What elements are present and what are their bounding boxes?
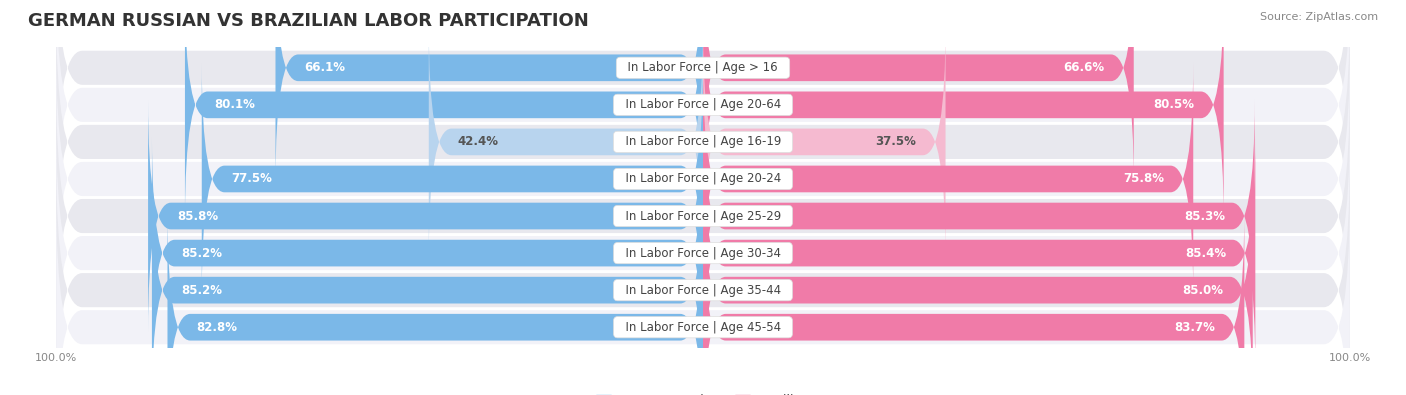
FancyBboxPatch shape — [56, 0, 1350, 199]
FancyBboxPatch shape — [56, 48, 1350, 310]
Text: 82.8%: 82.8% — [197, 321, 238, 334]
FancyBboxPatch shape — [56, 196, 1350, 395]
Text: 80.1%: 80.1% — [214, 98, 254, 111]
Text: 85.0%: 85.0% — [1182, 284, 1223, 297]
FancyBboxPatch shape — [703, 62, 1194, 295]
FancyBboxPatch shape — [56, 11, 1350, 273]
FancyBboxPatch shape — [186, 0, 703, 221]
Text: 85.2%: 85.2% — [181, 284, 222, 297]
FancyBboxPatch shape — [56, 85, 1350, 347]
Text: In Labor Force | Age 35-44: In Labor Force | Age 35-44 — [617, 284, 789, 297]
Text: In Labor Force | Age 25-29: In Labor Force | Age 25-29 — [617, 209, 789, 222]
FancyBboxPatch shape — [703, 211, 1244, 395]
Legend: German Russian, Brazilian: German Russian, Brazilian — [596, 394, 810, 395]
FancyBboxPatch shape — [56, 122, 1350, 384]
FancyBboxPatch shape — [276, 0, 703, 184]
Text: 77.5%: 77.5% — [231, 173, 271, 186]
FancyBboxPatch shape — [429, 26, 703, 258]
Text: In Labor Force | Age 45-54: In Labor Force | Age 45-54 — [617, 321, 789, 334]
Text: In Labor Force | Age 30-34: In Labor Force | Age 30-34 — [617, 246, 789, 260]
FancyBboxPatch shape — [703, 26, 945, 258]
FancyBboxPatch shape — [148, 100, 703, 333]
FancyBboxPatch shape — [703, 0, 1223, 221]
Text: 80.5%: 80.5% — [1153, 98, 1195, 111]
FancyBboxPatch shape — [703, 0, 1133, 184]
Text: 42.4%: 42.4% — [458, 135, 499, 149]
FancyBboxPatch shape — [56, 0, 1350, 236]
FancyBboxPatch shape — [703, 137, 1256, 369]
Text: 75.8%: 75.8% — [1123, 173, 1164, 186]
FancyBboxPatch shape — [703, 100, 1254, 333]
FancyBboxPatch shape — [152, 137, 703, 369]
Text: 85.3%: 85.3% — [1185, 209, 1226, 222]
FancyBboxPatch shape — [152, 174, 703, 395]
FancyBboxPatch shape — [703, 174, 1253, 395]
Text: 85.8%: 85.8% — [177, 209, 218, 222]
Text: In Labor Force | Age 20-64: In Labor Force | Age 20-64 — [617, 98, 789, 111]
FancyBboxPatch shape — [202, 62, 703, 295]
Text: 66.6%: 66.6% — [1063, 61, 1105, 74]
Text: In Labor Force | Age > 16: In Labor Force | Age > 16 — [620, 61, 786, 74]
FancyBboxPatch shape — [56, 159, 1350, 395]
Text: 85.4%: 85.4% — [1185, 246, 1226, 260]
Text: 37.5%: 37.5% — [876, 135, 917, 149]
Text: 85.2%: 85.2% — [181, 246, 222, 260]
Text: In Labor Force | Age 20-24: In Labor Force | Age 20-24 — [617, 173, 789, 186]
Text: Source: ZipAtlas.com: Source: ZipAtlas.com — [1260, 12, 1378, 22]
Text: GERMAN RUSSIAN VS BRAZILIAN LABOR PARTICIPATION: GERMAN RUSSIAN VS BRAZILIAN LABOR PARTIC… — [28, 12, 589, 30]
Text: 66.1%: 66.1% — [305, 61, 346, 74]
Text: In Labor Force | Age 16-19: In Labor Force | Age 16-19 — [617, 135, 789, 149]
Text: 83.7%: 83.7% — [1174, 321, 1215, 334]
FancyBboxPatch shape — [167, 211, 703, 395]
